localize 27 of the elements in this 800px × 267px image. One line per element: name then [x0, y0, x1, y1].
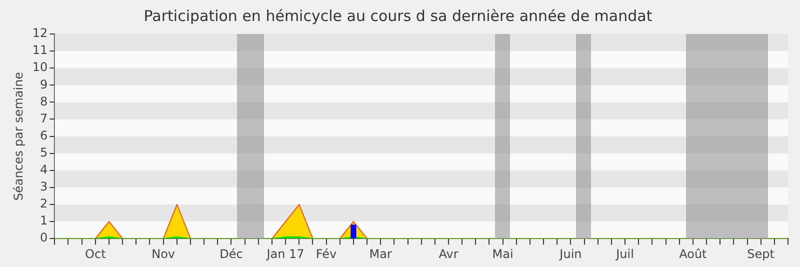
x-tick-label: Jan 17	[266, 246, 304, 261]
x-tick-label: Mai	[492, 246, 514, 261]
y-tick-label: 1	[40, 214, 48, 228]
x-tick-label: Fév	[316, 246, 337, 261]
y-tick-label: 10	[32, 60, 48, 74]
x-tick-label: Août	[679, 246, 708, 261]
y-tick-label: 4	[40, 162, 48, 177]
y-tick-label: 2	[40, 196, 48, 211]
y-tick-label: 8	[40, 94, 48, 108]
y-tick-label: 7	[40, 111, 48, 126]
x-tick-label: Juin	[558, 246, 582, 261]
y-tick-label: 11	[32, 43, 48, 58]
y-tick-label: 12	[32, 26, 48, 40]
chart-title: Participation en hémicycle au cours d sa dernière année de mandat	[144, 6, 652, 25]
y-axis-title: Séances par semaine	[11, 72, 26, 201]
y-tick-label: 0	[40, 230, 48, 245]
y-tick-label: 3	[40, 180, 48, 194]
x-tick-label: Avr	[438, 246, 458, 261]
x-tick-label: Sept	[747, 246, 775, 261]
y-tick-label: 9	[40, 77, 48, 92]
y-tick-label: 6	[40, 128, 48, 142]
x-tick-label: Oct	[85, 246, 106, 261]
x-tick-label: Déc	[220, 246, 243, 261]
x-tick-label: Juil	[615, 246, 634, 261]
y-tick-label: 5	[40, 145, 48, 160]
x-tick-label: Nov	[152, 246, 176, 261]
x-tick-label: Mar	[369, 246, 392, 261]
